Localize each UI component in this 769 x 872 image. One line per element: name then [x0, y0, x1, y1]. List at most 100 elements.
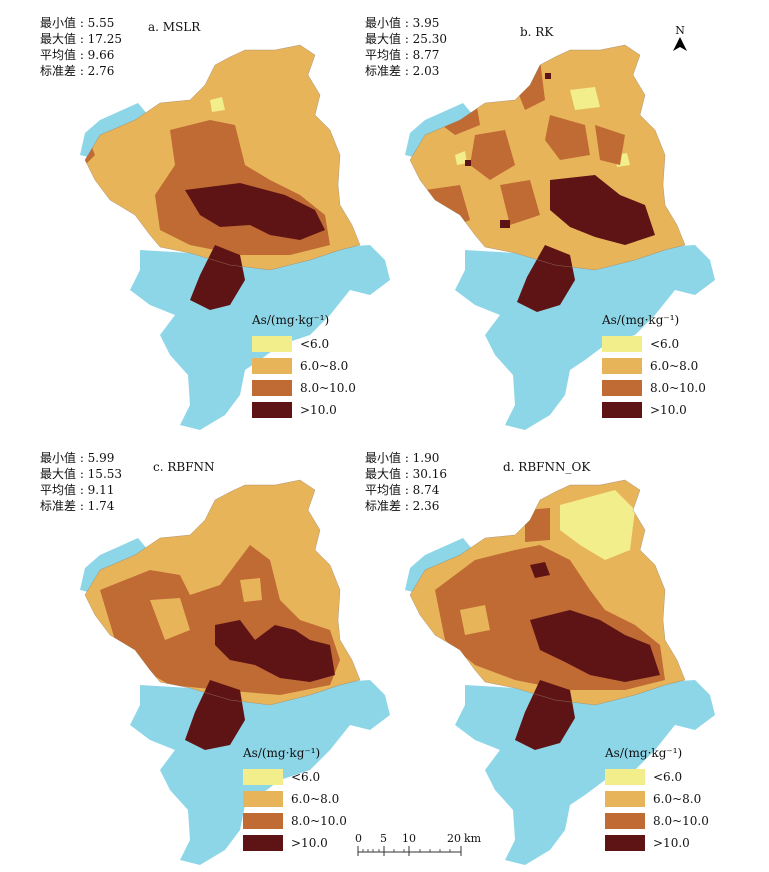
peninsula-gt10	[185, 680, 245, 750]
north-arrow: N	[672, 24, 688, 54]
panel-title: b. RK	[520, 25, 554, 39]
legend-item: >10.0	[252, 399, 356, 421]
legend-swatch	[605, 769, 645, 785]
legend-swatch	[602, 402, 642, 418]
legend-title: As/(mg·kg⁻¹)	[602, 313, 680, 327]
legend-item: <6.0	[243, 766, 347, 788]
zone-gt10	[465, 73, 655, 245]
scale-bar-line	[357, 846, 462, 856]
stat-std: 标准差 : 2.76	[40, 64, 115, 78]
legend-swatch	[252, 358, 292, 374]
map-panel-d: 最小值 : 1.90 最大值 : 30.16 平均值 : 8.74 标准差 : …	[365, 450, 725, 870]
legend-item: 8.0~10.0	[602, 377, 706, 399]
stat-max: 最大值 : 15.53	[40, 467, 123, 481]
legend-swatch	[252, 402, 292, 418]
legend-label: >10.0	[650, 403, 687, 417]
legend-label: <6.0	[300, 337, 330, 351]
map-panel-c: 最小值 : 5.99 最大值 : 15.53 平均值 : 9.11 标准差 : …	[40, 450, 400, 870]
peninsula-gt10	[515, 680, 575, 750]
zone-lt6	[210, 97, 225, 112]
legend-title: As/(mg·kg⁻¹)	[243, 746, 321, 760]
map-c	[80, 479, 390, 865]
scale-tick-5: 5	[380, 832, 387, 845]
map-a	[80, 44, 390, 430]
zone-6-8-inset	[150, 578, 262, 640]
stats-box: 最小值 : 1.90 最大值 : 30.16 平均值 : 8.74 标准差 : …	[365, 450, 447, 514]
legend-swatch	[602, 336, 642, 352]
legend: As/(mg·kg⁻¹) <6.0 6.0~8.0 8.0~10.0 >10.0	[252, 313, 356, 421]
legend-item: >10.0	[243, 832, 347, 854]
legend-item: 6.0~8.0	[243, 788, 347, 810]
map-d	[405, 479, 715, 865]
legend-label: 8.0~10.0	[291, 814, 347, 828]
legend-item: 8.0~10.0	[252, 377, 356, 399]
map-panel-b: 最小值 : 3.95 最大值 : 25.30 平均值 : 8.77 标准差 : …	[365, 15, 725, 435]
legend-swatch	[243, 769, 283, 785]
stat-max: 最大值 : 17.25	[40, 32, 123, 46]
legend-swatch	[605, 813, 645, 829]
north-label: N	[675, 24, 685, 37]
legend-label: >10.0	[653, 836, 690, 850]
legend-item: 8.0~10.0	[605, 810, 709, 832]
stat-std: 标准差 : 1.74	[40, 499, 115, 513]
map-panel-a: 最小值 : 5.55 最大值 : 17.25 平均值 : 9.66 标准差 : …	[40, 15, 400, 435]
legend-item: >10.0	[605, 832, 709, 854]
legend-label: 6.0~8.0	[650, 359, 699, 373]
legend-item: <6.0	[605, 766, 709, 788]
legend-swatch	[243, 791, 283, 807]
zone-lt6	[465, 490, 635, 652]
legend-swatch	[605, 835, 645, 851]
stat-std: 标准差 : 2.36	[365, 499, 440, 513]
legend: As/(mg·kg⁻¹) <6.0 6.0~8.0 8.0~10.0 >10.0	[602, 313, 706, 421]
legend-item: <6.0	[252, 333, 356, 355]
stats-box: 最小值 : 5.55 最大值 : 17.25 平均值 : 9.66 标准差 : …	[40, 15, 122, 79]
legend-label: <6.0	[291, 770, 321, 784]
legend-label: 8.0~10.0	[650, 381, 706, 395]
legend-item: 6.0~8.0	[602, 355, 706, 377]
legend-label: <6.0	[653, 770, 683, 784]
panel-title: a. MSLR	[148, 20, 201, 34]
legend-item: 6.0~8.0	[252, 355, 356, 377]
peninsula-gt10	[190, 245, 245, 310]
peninsula-gt10	[517, 245, 575, 312]
legend-item: 6.0~8.0	[605, 788, 709, 810]
legend-item: >10.0	[602, 399, 706, 421]
stat-min: 最小值 : 5.99	[40, 451, 115, 465]
scale-tick-10: 10	[402, 832, 416, 845]
legend-swatch	[602, 380, 642, 396]
legend: As/(mg·kg⁻¹) <6.0 6.0~8.0 8.0~10.0 >10.0	[243, 746, 347, 854]
stat-mean: 平均值 : 9.11	[40, 483, 115, 497]
legend-label: >10.0	[300, 403, 337, 417]
stat-max: 最大值 : 25.30	[365, 32, 448, 46]
stat-max: 最大值 : 30.16	[365, 467, 448, 481]
legend-label: 8.0~10.0	[653, 814, 709, 828]
scale-tick-0: 0	[355, 832, 362, 845]
stat-std: 标准差 : 2.03	[365, 64, 440, 78]
stat-min: 最小值 : 5.55	[40, 16, 115, 30]
legend-swatch	[602, 358, 642, 374]
zone-gt10	[530, 562, 660, 682]
panel-title: d. RBFNN_OK	[503, 460, 591, 474]
zone-gt10	[215, 620, 335, 682]
legend-item: 8.0~10.0	[243, 810, 347, 832]
legend-swatch	[252, 336, 292, 352]
legend-item: <6.0	[602, 333, 706, 355]
legend-label: 6.0~8.0	[291, 792, 340, 806]
legend-title: As/(mg·kg⁻¹)	[252, 313, 330, 327]
scale-tick-20: 20	[447, 832, 461, 845]
legend-label: 6.0~8.0	[653, 792, 702, 806]
zone-gt10	[185, 183, 325, 240]
stat-mean: 平均值 : 8.74	[365, 483, 440, 497]
legend-title: As/(mg·kg⁻¹)	[605, 746, 683, 760]
legend-swatch	[243, 835, 283, 851]
north-arrow-icon	[673, 37, 687, 51]
stat-min: 最小值 : 1.90	[365, 451, 440, 465]
stats-box: 最小值 : 3.95 最大值 : 25.30 平均值 : 8.77 标准差 : …	[365, 15, 447, 79]
stats-box: 最小值 : 5.99 最大值 : 15.53 平均值 : 9.11 标准差 : …	[40, 450, 122, 514]
legend-label: 6.0~8.0	[300, 359, 349, 373]
legend-swatch	[243, 813, 283, 829]
legend-label: <6.0	[650, 337, 680, 351]
panel-title: c. RBFNN	[153, 460, 215, 474]
legend-label: >10.0	[291, 836, 328, 850]
zone-6-8-inset	[460, 605, 490, 635]
